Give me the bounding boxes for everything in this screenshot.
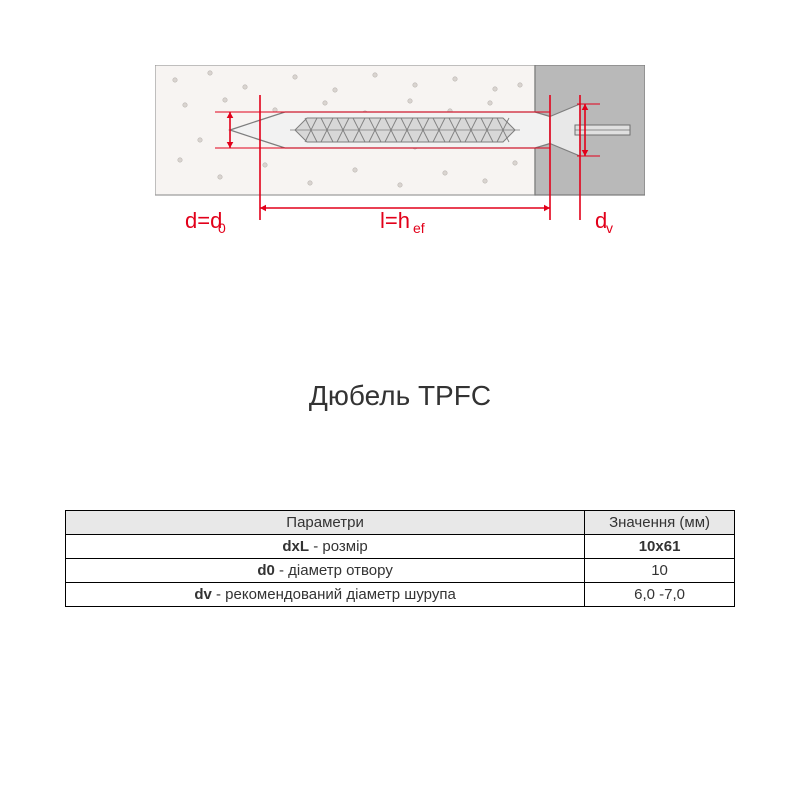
- value-cell: 10: [585, 559, 735, 583]
- svg-text:v: v: [606, 220, 613, 236]
- table-row: dxL - розмір10x61: [66, 535, 735, 559]
- svg-text:ef: ef: [413, 220, 425, 236]
- svg-text:0: 0: [218, 220, 226, 236]
- page-title: Дюбель TPFC: [0, 380, 800, 412]
- param-cell: dxL - розмір: [66, 535, 585, 559]
- value-cell: 10x61: [585, 535, 735, 559]
- table-row: d0 - діаметр отвору10: [66, 559, 735, 583]
- technical-diagram: d=d0l=hefdv: [155, 65, 645, 240]
- header-param: Параметри: [66, 511, 585, 535]
- spec-table: Параметри Значення (мм) dxL - розмір10x6…: [65, 510, 735, 607]
- svg-text:l=h: l=h: [380, 208, 410, 233]
- header-val: Значення (мм): [585, 511, 735, 535]
- svg-text:d=d: d=d: [185, 208, 222, 233]
- table-header-row: Параметри Значення (мм): [66, 511, 735, 535]
- param-cell: d0 - діаметр отвору: [66, 559, 585, 583]
- param-cell: dv - рекомендований діаметр шурупа: [66, 583, 585, 607]
- diagram-area: d=d0l=hefdv: [155, 65, 645, 240]
- value-cell: 6,0 -7,0: [585, 583, 735, 607]
- table-row: dv - рекомендований діаметр шурупа6,0 -7…: [66, 583, 735, 607]
